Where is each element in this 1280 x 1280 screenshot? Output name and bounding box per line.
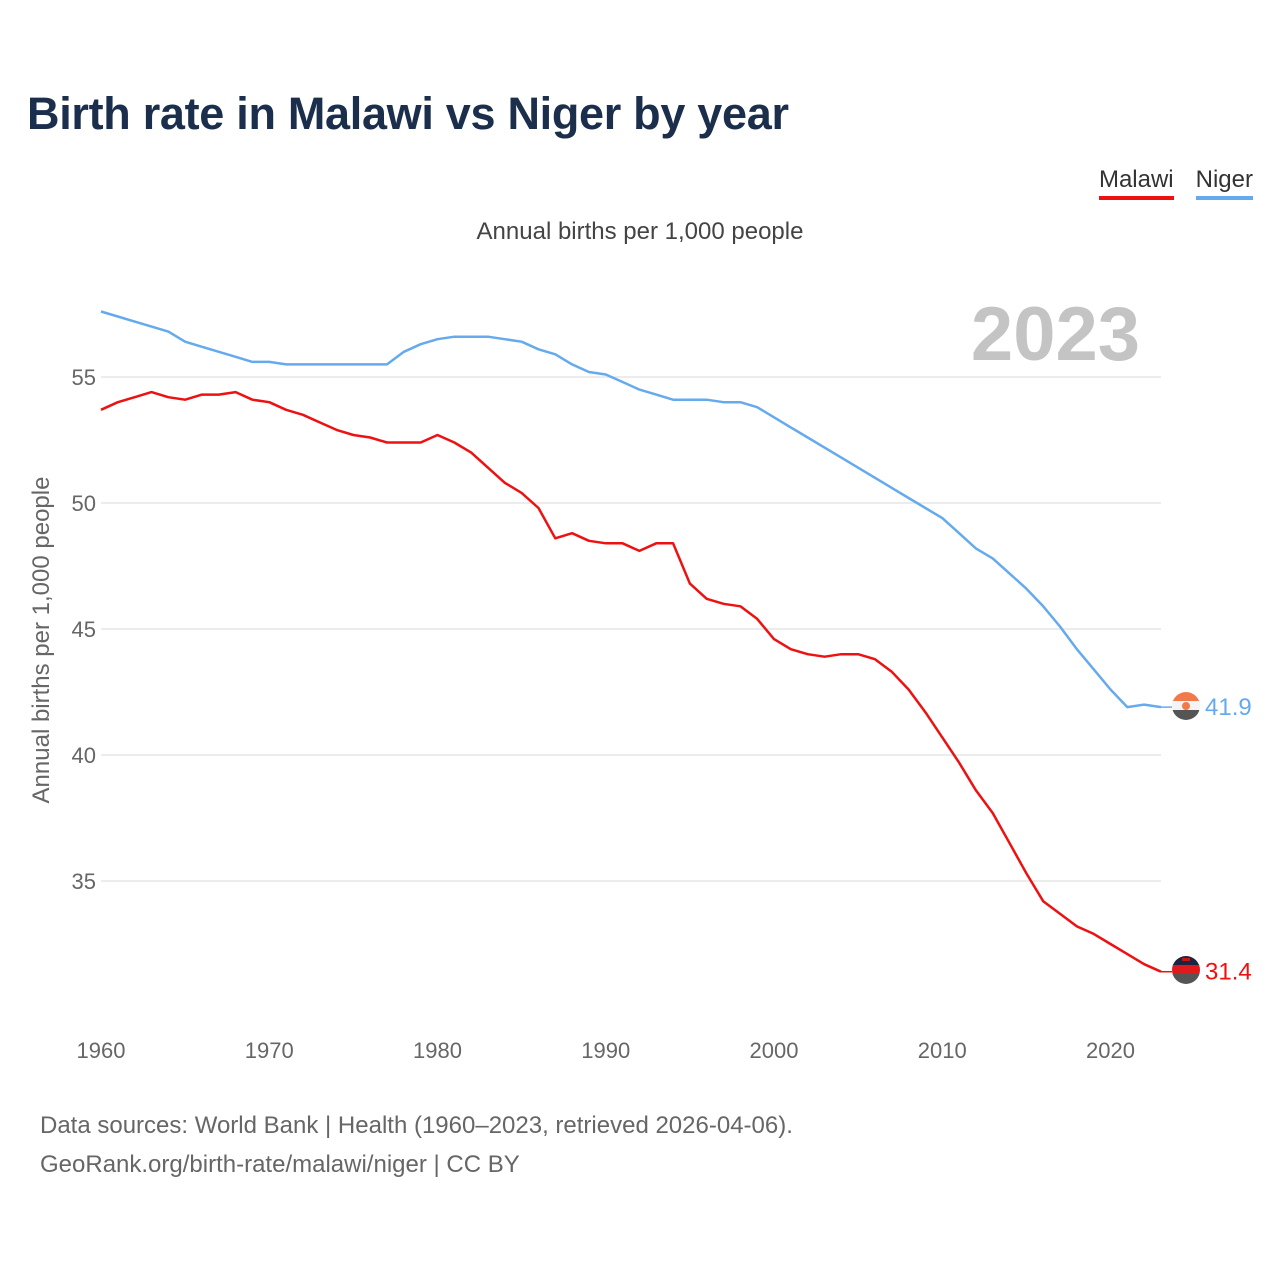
source-line-2: GeoRank.org/birth-rate/malawi/niger | CC…	[40, 1151, 520, 1178]
y-tick-55: 55	[72, 365, 96, 390]
y-tick-35: 35	[72, 869, 96, 894]
series-line-niger[interactable]	[100, 310, 1162, 709]
chart-subtitle: Annual births per 1,000 people	[476, 218, 804, 245]
legend-item-niger[interactable]: Niger	[1195, 166, 1253, 200]
series-lines	[100, 310, 1172, 973]
niger-flag-icon	[1172, 692, 1200, 720]
x-tick-2020: 2020	[1086, 1038, 1135, 1063]
end-markers	[1172, 692, 1200, 984]
source-line-1: Data sources: World Bank | Health (1960–…	[40, 1112, 793, 1139]
legend-item-malawi[interactable]: Malawi	[1098, 166, 1174, 200]
malawi-flag-icon	[1172, 956, 1200, 984]
legend-label-niger: Niger	[1195, 166, 1253, 193]
x-axis-ticks: 1960 1970 1980 1990 2000 2010 2020	[77, 1038, 1135, 1063]
end-value-labels: 41.9 31.4	[1205, 694, 1252, 986]
y-tick-50: 50	[72, 491, 96, 516]
legend-swatch-malawi	[1098, 196, 1174, 200]
x-tick-2010: 2010	[918, 1038, 967, 1063]
legend: Malawi Niger	[1098, 166, 1253, 200]
end-label-malawi: 31.4	[1205, 959, 1252, 986]
gridlines	[101, 376, 1161, 882]
y-tick-40: 40	[72, 743, 96, 768]
legend-label-malawi: Malawi	[1098, 166, 1174, 193]
legend-swatch-niger	[1195, 196, 1253, 200]
chart-title: Birth rate in Malawi vs Niger by year	[27, 88, 789, 139]
x-tick-2000: 2000	[750, 1038, 799, 1063]
series-line-malawi[interactable]	[100, 390, 1162, 973]
y-axis-ticks: 35 40 45 50 55	[72, 365, 96, 894]
x-tick-1960: 1960	[77, 1038, 126, 1063]
source-note: Data sources: World Bank | Health (1960–…	[40, 1106, 793, 1184]
x-tick-1980: 1980	[413, 1038, 462, 1063]
end-label-niger: 41.9	[1205, 694, 1252, 721]
x-tick-1990: 1990	[581, 1038, 630, 1063]
x-tick-1970: 1970	[245, 1038, 294, 1063]
y-tick-45: 45	[72, 617, 96, 642]
current-year-label: 2023	[971, 292, 1140, 377]
